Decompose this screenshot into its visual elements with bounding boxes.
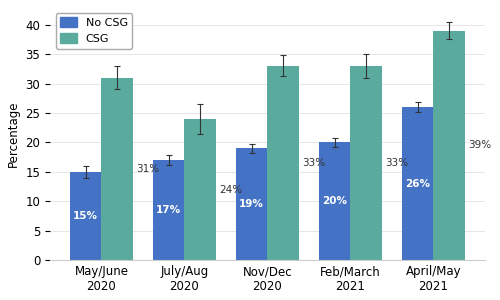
Bar bbox=[153, 160, 184, 260]
Y-axis label: Percentage: Percentage bbox=[7, 100, 20, 167]
Text: 19%: 19% bbox=[239, 199, 264, 209]
Text: 20%: 20% bbox=[322, 196, 347, 206]
Text: 24%: 24% bbox=[219, 184, 242, 194]
Text: 39%: 39% bbox=[468, 140, 491, 150]
Bar bbox=[268, 66, 299, 260]
Text: 33%: 33% bbox=[302, 158, 326, 168]
Bar bbox=[184, 119, 216, 260]
Text: 33%: 33% bbox=[385, 158, 408, 168]
Text: 31%: 31% bbox=[136, 164, 160, 174]
Bar bbox=[236, 148, 268, 260]
Bar bbox=[102, 78, 133, 260]
Legend: No CSG, CSG: No CSG, CSG bbox=[56, 13, 132, 49]
Text: 15%: 15% bbox=[73, 211, 98, 221]
Bar bbox=[350, 66, 382, 260]
Bar bbox=[319, 142, 350, 260]
Bar bbox=[434, 31, 465, 260]
Bar bbox=[402, 107, 434, 260]
Text: 26%: 26% bbox=[405, 178, 430, 189]
Text: 17%: 17% bbox=[156, 205, 181, 215]
Bar bbox=[70, 172, 102, 260]
